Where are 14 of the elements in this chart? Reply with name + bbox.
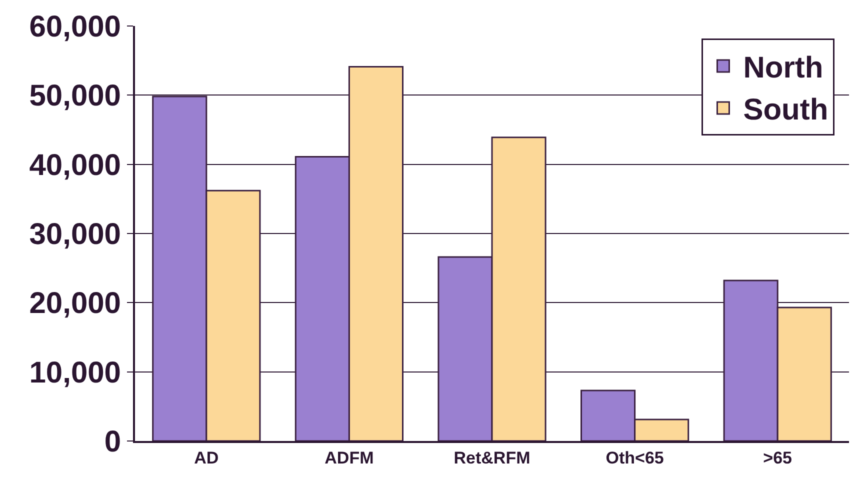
y-tick-label: 30,000 [29,218,121,251]
x-tick-label: Ret&RFM [454,448,530,468]
x-tick-label: AD [194,448,219,468]
x-tick-label: Oth<65 [606,448,664,468]
y-tick-label: 0 [104,426,121,458]
x-tick-label: ADFM [324,448,374,468]
y-tick-label: 60,000 [29,10,121,44]
legend-label: South [743,94,828,127]
x-tick-label: >65 [763,448,792,468]
y-tick-label: 20,000 [29,287,121,320]
y-tick-label: 50,000 [29,80,121,113]
y-tick-label: 10,000 [29,356,121,390]
y-tick-label: 40,000 [29,148,121,182]
legend-label: North [743,52,824,85]
